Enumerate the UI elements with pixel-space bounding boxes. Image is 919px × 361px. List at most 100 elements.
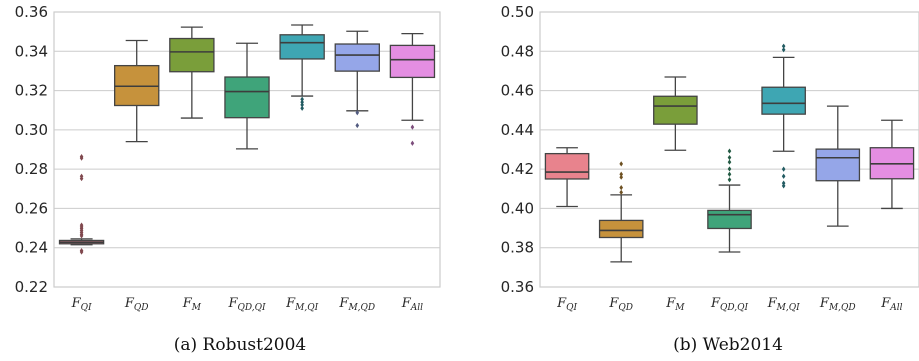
- y-tick-label: 0.50: [501, 3, 534, 21]
- x-tick-label: FM: [182, 296, 202, 313]
- x-tick-main: F: [556, 296, 567, 311]
- outlier-point: [781, 183, 786, 189]
- y-tick-label: 0.42: [501, 160, 534, 178]
- y-tick-label: 0.48: [501, 42, 534, 60]
- iqr-box: [169, 37, 215, 73]
- box-2: [653, 76, 698, 151]
- x-tick-subscript: QD,QI: [237, 303, 266, 313]
- outlier-point: [410, 140, 415, 146]
- outlier-point: [300, 102, 304, 108]
- outlier-point: [355, 110, 360, 116]
- outlier-point: [355, 122, 360, 129]
- x-tick-subscript: QD: [618, 303, 633, 313]
- box-2: [169, 26, 215, 119]
- y-tick-label: 0.30: [15, 121, 48, 139]
- x-tick-label: FQI: [71, 296, 92, 313]
- iqr-box: [761, 86, 806, 115]
- y-tick-label: 0.38: [501, 239, 534, 257]
- x-tick-main: F: [227, 296, 238, 311]
- x-tick-subscript: All: [410, 303, 423, 313]
- x-tick-label: FQD: [608, 296, 633, 313]
- outlier-point: [79, 175, 84, 182]
- outlier-point: [410, 124, 415, 130]
- iqr-box: [653, 95, 698, 125]
- y-tick-label: 0.26: [15, 199, 48, 217]
- outlier-point: [619, 185, 624, 191]
- box-6: [869, 119, 915, 210]
- box-5: [334, 30, 380, 129]
- y-tick-label: 0.44: [501, 121, 534, 139]
- y-tick-label: 0.46: [501, 82, 534, 100]
- x-tick-main: F: [665, 296, 676, 311]
- x-tick-label: FQD,QI: [227, 296, 266, 313]
- outlier-point: [727, 148, 732, 154]
- x-tick-subscript: All: [889, 303, 902, 313]
- x-tick-label: FQD: [124, 296, 149, 313]
- y-tick-label: 0.36: [15, 3, 48, 21]
- iqr-box: [815, 148, 861, 182]
- x-tick-label: FAll: [880, 296, 902, 313]
- box-4: [279, 24, 325, 111]
- iqr-box: [224, 76, 270, 119]
- plot-frame: [539, 11, 919, 288]
- iqr-box: [707, 209, 752, 230]
- outlier-point: [619, 161, 624, 167]
- outlier-point: [619, 189, 624, 195]
- iqr-box: [389, 44, 436, 79]
- x-tick-subscript: QD: [134, 303, 149, 313]
- iqr-box: [598, 219, 644, 239]
- x-tick-subscript: QD,QI: [720, 303, 749, 313]
- outlier-point: [619, 171, 624, 177]
- x-tick-label: FQI: [556, 296, 577, 313]
- outlier-point: [300, 99, 304, 105]
- box-1: [114, 39, 160, 143]
- x-tick-label: FM,QD: [338, 296, 375, 313]
- outlier-point: [727, 154, 732, 161]
- x-tick-subscript: M: [191, 303, 202, 313]
- x-tick-subscript: M,QI: [294, 303, 318, 313]
- outlier-point: [727, 166, 732, 172]
- x-tick-main: F: [767, 296, 778, 311]
- iqr-box: [279, 34, 325, 60]
- box-3: [224, 42, 270, 150]
- x-tick-main: F: [401, 296, 412, 311]
- x-tick-main: F: [182, 296, 193, 311]
- x-tick-main: F: [880, 296, 891, 311]
- y-tick-label: 0.28: [15, 160, 48, 178]
- box-4: [761, 43, 806, 189]
- x-tick-main: F: [124, 296, 135, 311]
- x-tick-label: FQD,QI: [710, 296, 749, 313]
- y-tick-label: 0.36: [501, 278, 534, 296]
- x-tick-main: F: [338, 296, 349, 311]
- iqr-box: [334, 43, 380, 72]
- y-tick-label: 0.22: [15, 278, 48, 296]
- outlier-point: [79, 249, 84, 255]
- x-tick-subscript: M,QD: [347, 303, 375, 313]
- x-tick-subscript: M: [674, 303, 685, 313]
- x-tick-main: F: [710, 296, 721, 311]
- outlier-point: [781, 166, 786, 172]
- outlier-point: [300, 96, 304, 102]
- x-tick-main: F: [819, 296, 830, 311]
- x-tick-subscript: QI: [566, 303, 577, 313]
- x-tick-main: F: [71, 296, 82, 311]
- outlier-point: [79, 233, 84, 239]
- x-tick-label: FAll: [401, 296, 423, 313]
- box-1: [598, 161, 644, 263]
- x-tick-subscript: QI: [81, 303, 92, 313]
- outlier-point: [781, 43, 786, 49]
- x-tick-label: FM,QD: [819, 296, 856, 313]
- x-tick-subscript: M,QD: [828, 303, 856, 313]
- x-tick-main: F: [285, 296, 296, 311]
- outlier-point: [79, 155, 84, 161]
- y-tick-label: 0.40: [501, 199, 534, 217]
- box-0: [58, 153, 105, 255]
- outlier-point: [727, 159, 732, 165]
- outlier-point: [727, 177, 732, 183]
- x-tick-main: F: [608, 296, 619, 311]
- x-tick-label: FM,QI: [285, 296, 318, 313]
